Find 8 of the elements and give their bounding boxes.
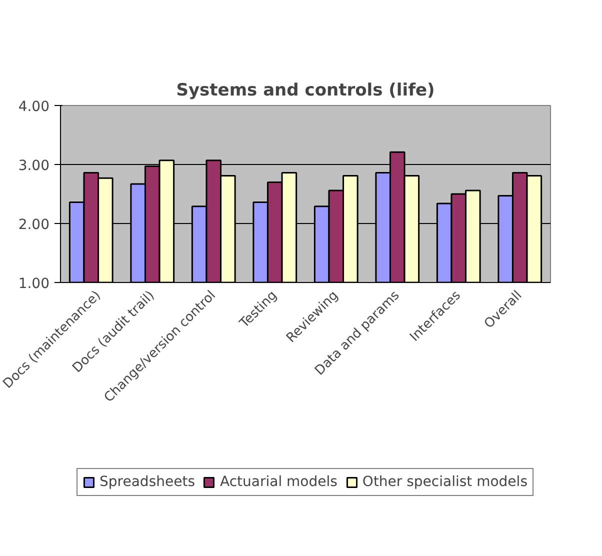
legend-label: Actuarial models xyxy=(220,474,338,490)
legend-label: Other specialist models xyxy=(362,474,528,490)
chart-title: Systems and controls (life) xyxy=(176,80,435,100)
y-tick-label: 2.00 xyxy=(18,217,50,233)
legend-label: Spreadsheets xyxy=(100,474,195,490)
y-tick-label: 3.00 xyxy=(18,158,50,174)
y-tick-label: 1.00 xyxy=(18,276,50,292)
y-tick-label: 4.00 xyxy=(18,99,50,115)
